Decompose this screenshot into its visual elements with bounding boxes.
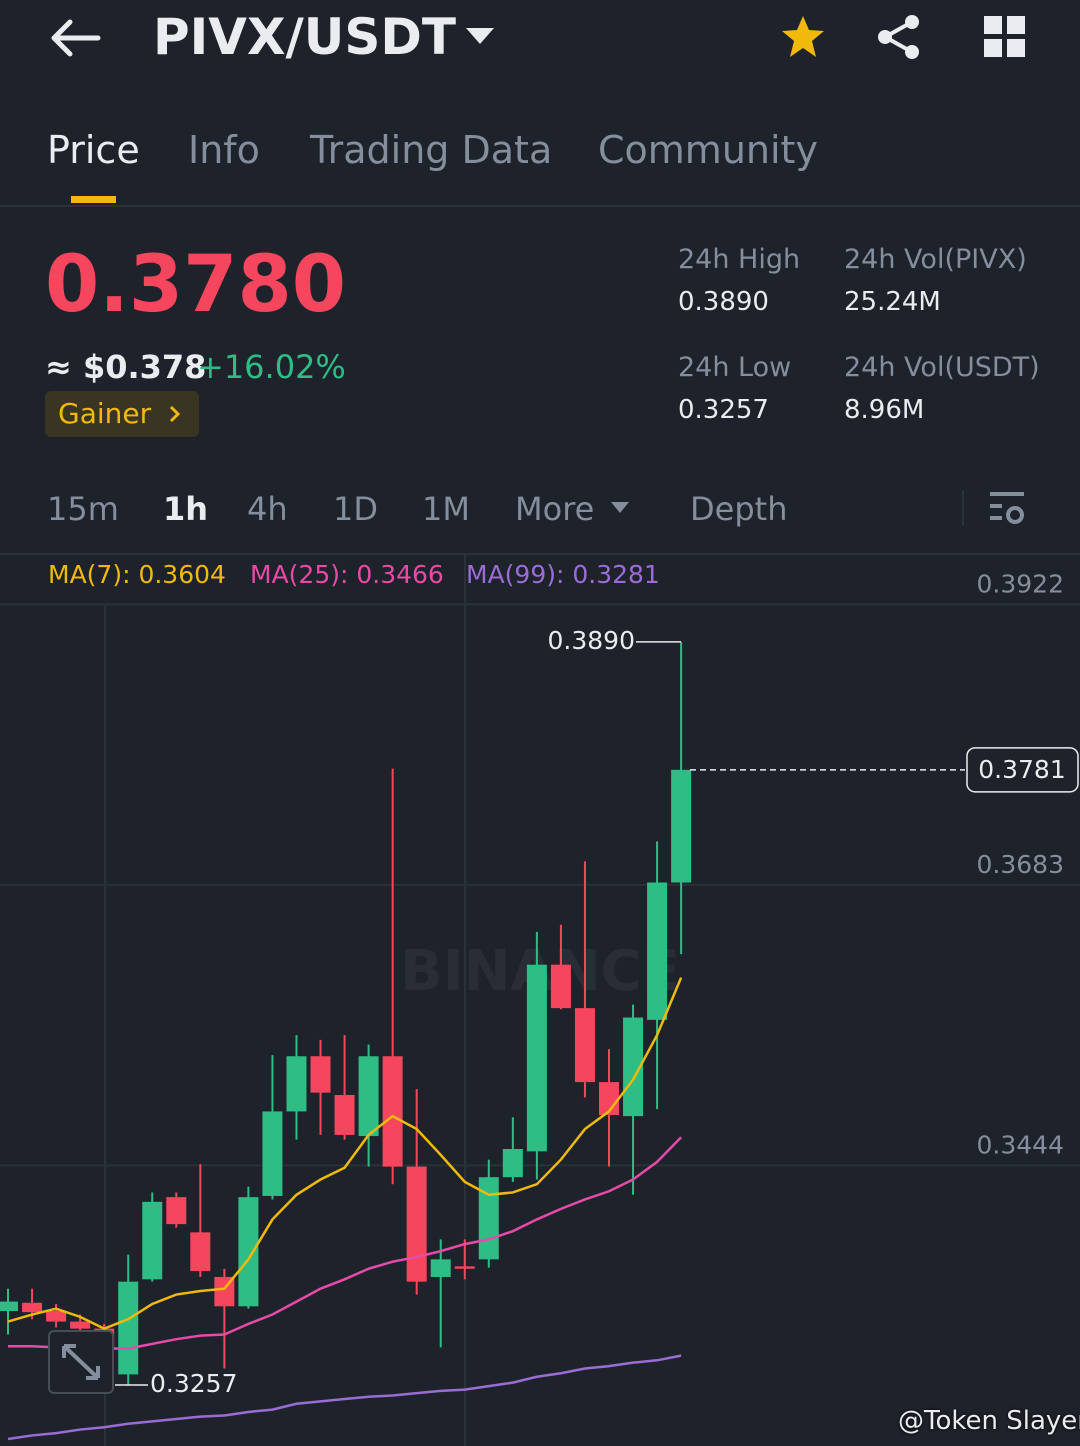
candle-body xyxy=(262,1111,283,1196)
high-marker-label: 0.3890 xyxy=(548,626,635,655)
divider xyxy=(0,205,1080,207)
tab[interactable]: Community xyxy=(598,128,818,172)
y-tick-label: 0.3683 xyxy=(977,850,1064,879)
legend-entry: MA(7): 0.3604 xyxy=(48,560,226,589)
ma-line xyxy=(7,977,683,1330)
candle-body xyxy=(190,1232,211,1272)
candle-body xyxy=(550,964,571,1009)
tab[interactable]: Info xyxy=(188,128,260,172)
candle-body xyxy=(0,1301,18,1311)
candle-body xyxy=(46,1311,67,1322)
low-marker-label: 0.3257 xyxy=(150,1369,237,1398)
tab[interactable]: Trading Data xyxy=(310,128,553,172)
stat-value: 0.3257 xyxy=(678,395,769,425)
badge[interactable]: Gainer xyxy=(58,397,152,430)
candle-body xyxy=(310,1056,331,1093)
stat-value: 0.3890 xyxy=(678,287,769,317)
interval[interactable]: 1M xyxy=(422,490,470,528)
stat-label: 24h High xyxy=(678,244,801,275)
badge-bg[interactable] xyxy=(45,391,199,437)
candle-body xyxy=(406,1166,427,1282)
candle-body xyxy=(502,1149,523,1178)
candle-body xyxy=(118,1281,139,1375)
divider xyxy=(0,553,1080,555)
tab-indicator xyxy=(71,196,116,203)
fiat-price: ≈ $0.378 xyxy=(45,348,207,386)
price-change: +16.02% xyxy=(197,348,346,386)
candle-body xyxy=(647,882,668,1020)
interval[interactable]: 1h xyxy=(163,490,209,528)
last-price-box xyxy=(966,747,1079,793)
star-icon[interactable] xyxy=(780,14,826,60)
candle-body xyxy=(382,1056,403,1167)
expand-button[interactable] xyxy=(48,1330,114,1394)
stat-label: 24h Vol(USDT) xyxy=(844,352,1040,383)
interval[interactable]: 15m xyxy=(47,490,119,528)
credit: @Token Slayer xyxy=(898,1406,1080,1436)
candle-body xyxy=(526,964,547,1152)
candle-body xyxy=(70,1321,91,1329)
stat-label: 24h Low xyxy=(678,352,792,383)
candle-body xyxy=(238,1197,259,1307)
chart-settings-icon[interactable] xyxy=(988,490,1028,528)
ma-line xyxy=(8,1136,683,1350)
tab[interactable]: Price xyxy=(47,128,140,172)
candle-body xyxy=(142,1201,163,1280)
interval[interactable]: More xyxy=(515,490,595,528)
y-tick-label: 0.3444 xyxy=(977,1130,1064,1159)
grid-icon[interactable] xyxy=(984,16,1026,58)
candle-body xyxy=(623,1017,644,1117)
candle-body xyxy=(286,1056,307,1112)
expand-icon xyxy=(62,1344,100,1380)
ma-line xyxy=(7,1354,682,1441)
legend-entry: MA(25): 0.3466 xyxy=(250,560,444,589)
pair-title[interactable]: PIVX/USDT xyxy=(153,8,456,66)
candle-body xyxy=(334,1095,355,1135)
interval[interactable]: Depth xyxy=(690,490,788,528)
stat-value: 8.96M xyxy=(844,395,925,425)
back-icon[interactable] xyxy=(50,18,102,58)
more-icon xyxy=(611,502,629,513)
candle-body xyxy=(22,1302,43,1313)
chevron xyxy=(169,405,181,423)
legend-entry: MA(99): 0.3281 xyxy=(466,560,660,589)
y-tick-label: 0.3922 xyxy=(977,569,1064,598)
candle-body xyxy=(478,1177,499,1260)
candle-body xyxy=(671,769,692,883)
candle-body xyxy=(430,1259,451,1277)
candle-body xyxy=(454,1266,475,1269)
interval[interactable]: 1D xyxy=(333,490,378,528)
stat-label: 24h Vol(PIVX) xyxy=(844,244,1027,275)
candle-body xyxy=(166,1197,187,1225)
last-price-label: 0.3781 xyxy=(978,755,1065,784)
divider xyxy=(962,490,964,526)
share-icon[interactable] xyxy=(876,14,922,60)
dropdown-icon[interactable] xyxy=(466,28,496,48)
candle-body xyxy=(574,1008,595,1083)
last-price: 0.3780 xyxy=(45,240,346,330)
stat-value: 25.24M xyxy=(844,287,941,317)
candle-body xyxy=(358,1056,379,1137)
interval[interactable]: 4h xyxy=(247,490,288,528)
